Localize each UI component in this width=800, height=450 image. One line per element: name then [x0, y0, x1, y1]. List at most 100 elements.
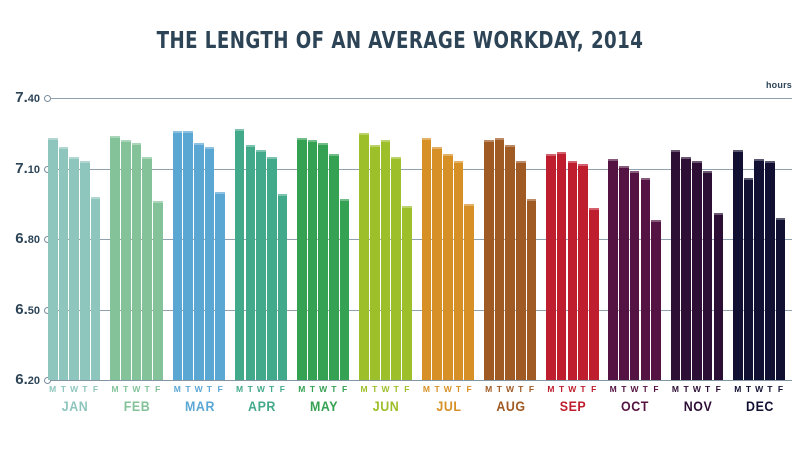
bar-highlight — [329, 154, 339, 157]
day-label: W — [692, 384, 702, 394]
bar-highlight — [713, 213, 724, 216]
bar-highlight — [629, 170, 640, 173]
bar-set — [297, 98, 351, 380]
day-label: T — [269, 384, 275, 394]
bar-highlight — [131, 142, 142, 145]
bar-apr-2[interactable] — [256, 149, 266, 380]
month-group-dec: M T W T F DEC — [733, 98, 787, 414]
bar-highlight — [526, 199, 537, 202]
bar-mar-3[interactable] — [204, 147, 215, 380]
bar-highlight — [193, 142, 204, 145]
day-label: T — [621, 384, 627, 394]
day-label: T — [309, 384, 316, 394]
bar-jan-2[interactable] — [69, 156, 79, 380]
day-label: T — [434, 384, 440, 394]
y-axis-tick-label: 6.50 — [15, 300, 40, 318]
bar-jan-0[interactable] — [48, 137, 58, 380]
bar-nov-3[interactable] — [702, 170, 713, 380]
gridline-7-40 — [48, 98, 792, 99]
bar-sep-3[interactable] — [578, 163, 588, 380]
bar-feb-2[interactable] — [131, 142, 142, 380]
bar-dec-2[interactable] — [754, 159, 765, 380]
bar-jan-1[interactable] — [58, 147, 69, 380]
bar-highlight — [110, 135, 120, 138]
bar-oct-1[interactable] — [619, 166, 629, 380]
bar-feb-0[interactable] — [110, 135, 120, 380]
bar-aug-2[interactable] — [505, 145, 515, 380]
bar-jul-0[interactable] — [421, 137, 432, 380]
bar-set — [670, 98, 725, 380]
bar-highlight — [464, 203, 475, 206]
bar-highlight — [245, 145, 256, 147]
bar-dec-1[interactable] — [743, 177, 754, 380]
bar-dec-3[interactable] — [765, 161, 775, 380]
bar-highlight — [215, 192, 225, 194]
bar-mar-1[interactable] — [183, 130, 193, 380]
bar-sep-2[interactable] — [567, 161, 578, 380]
page-title: THE LENGTH OF AN AVERAGE WORKDAY, 2014 — [156, 28, 644, 54]
bar-jun-4[interactable] — [402, 206, 412, 380]
bar-apr-1[interactable] — [245, 145, 256, 380]
bar-jan-3[interactable] — [80, 161, 90, 380]
bar-mar-0[interactable] — [172, 130, 183, 380]
bar-nov-2[interactable] — [692, 161, 702, 380]
bar-aug-3[interactable] — [516, 161, 526, 380]
bar-dec-4[interactable] — [775, 217, 786, 380]
bar-highlight — [743, 177, 754, 180]
bar-nov-0[interactable] — [670, 149, 681, 380]
bar-mar-2[interactable] — [193, 142, 204, 380]
bar-highlight — [443, 154, 453, 157]
bar-jun-2[interactable] — [380, 140, 391, 380]
bar-dec-0[interactable] — [733, 149, 743, 380]
bar-jun-0[interactable] — [359, 133, 369, 380]
bar-aug-4[interactable] — [526, 199, 537, 380]
bar-feb-4[interactable] — [153, 201, 163, 380]
bar-jul-2[interactable] — [443, 154, 453, 380]
bar-set — [359, 98, 413, 380]
bar-aug-0[interactable] — [483, 140, 494, 380]
month-group-mar: M T W T F MAR — [172, 98, 227, 414]
bar-mar-4[interactable] — [215, 192, 225, 380]
bar-nov-4[interactable] — [713, 213, 724, 380]
bar-aug-1[interactable] — [494, 137, 505, 380]
bar-sep-4[interactable] — [589, 208, 599, 380]
bar-apr-3[interactable] — [266, 156, 277, 380]
bar-may-4[interactable] — [339, 199, 350, 380]
bar-may-2[interactable] — [318, 142, 329, 380]
bar-jul-1[interactable] — [432, 147, 442, 380]
bar-highlight — [256, 149, 266, 152]
bar-apr-4[interactable] — [277, 194, 288, 380]
bar-apr-0[interactable] — [234, 128, 245, 380]
bar-highlight — [48, 137, 58, 140]
month-group-may: M T W T F MAY — [297, 98, 351, 414]
bar-set — [546, 98, 600, 380]
day-label: W — [568, 384, 577, 394]
bar-sep-0[interactable] — [546, 154, 556, 380]
bar-jun-3[interactable] — [391, 156, 402, 380]
bar-oct-4[interactable] — [651, 220, 661, 380]
bar-jun-1[interactable] — [370, 145, 380, 380]
bar-highlight — [432, 147, 442, 150]
bar-oct-3[interactable] — [640, 177, 651, 380]
bar-oct-0[interactable] — [608, 159, 619, 380]
bar-feb-1[interactable] — [120, 140, 131, 380]
bar-feb-3[interactable] — [142, 156, 152, 380]
day-label: T — [767, 384, 773, 394]
bar-oct-2[interactable] — [629, 170, 640, 380]
day-label: M — [360, 384, 368, 394]
day-label: F — [404, 384, 410, 394]
bar-set — [483, 98, 538, 380]
bar-may-3[interactable] — [329, 154, 339, 380]
bar-jan-4[interactable] — [90, 196, 101, 380]
bar-may-1[interactable] — [307, 140, 318, 380]
day-label: T — [60, 384, 67, 394]
bar-sep-1[interactable] — [556, 152, 567, 380]
bar-nov-1[interactable] — [681, 156, 692, 380]
bar-jul-3[interactable] — [453, 161, 464, 380]
bar-jul-4[interactable] — [464, 203, 475, 380]
bar-may-0[interactable] — [297, 137, 307, 380]
